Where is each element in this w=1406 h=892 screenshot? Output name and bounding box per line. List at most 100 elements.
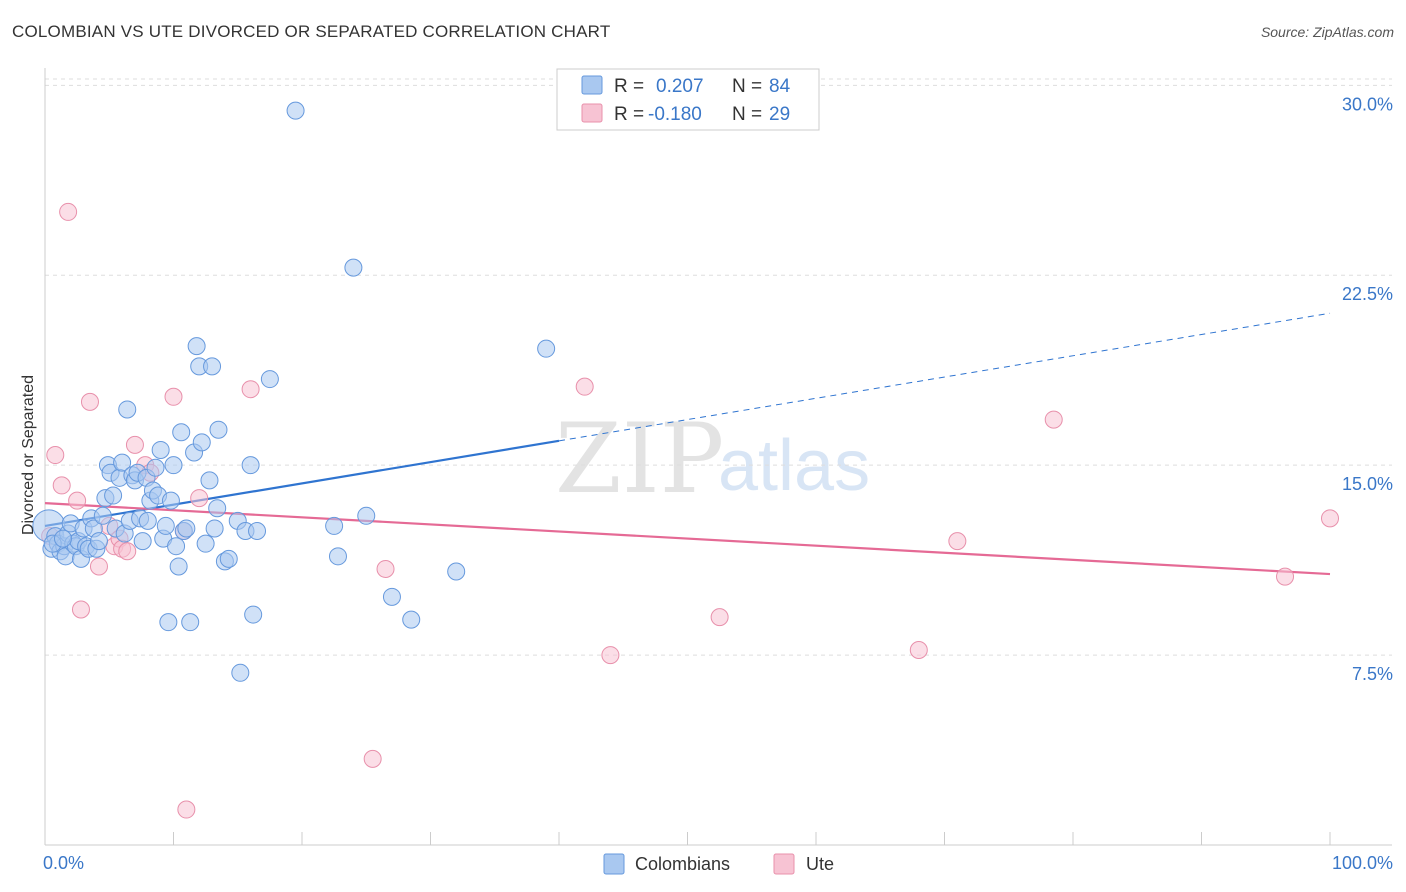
legend-label-colombians: Colombians — [635, 854, 730, 874]
point-colombians — [260, 370, 279, 389]
point-colombians — [203, 357, 222, 376]
point-ute — [125, 435, 144, 454]
point-colombians — [169, 557, 188, 576]
y-tick-label: 15.0% — [1342, 474, 1393, 494]
point-ute — [190, 489, 209, 508]
legend-label-ute: Ute — [806, 854, 834, 874]
trend-lines — [44, 312, 1331, 576]
point-colombians — [151, 440, 170, 459]
point-ute — [1044, 410, 1063, 429]
point-colombians — [537, 339, 556, 358]
point-colombians — [104, 486, 123, 505]
source-label: Source: ZipAtlas.com — [1260, 24, 1394, 40]
point-colombians — [181, 613, 200, 632]
legend-r-label-colombians: R = — [614, 76, 644, 97]
point-colombians — [244, 605, 263, 624]
point-colombians — [208, 499, 227, 518]
point-ute — [80, 392, 99, 411]
chart-title: COLOMBIAN VS UTE DIVORCED OR SEPARATED C… — [12, 22, 611, 41]
y-tick-label: 22.5% — [1342, 284, 1393, 304]
point-colombians — [133, 532, 152, 551]
point-ute — [376, 559, 395, 578]
point-colombians — [402, 610, 421, 629]
point-ute — [710, 608, 729, 627]
point-colombians — [196, 534, 215, 553]
point-colombians — [248, 522, 267, 540]
point-ute — [241, 380, 260, 399]
series-legend: Colombians Ute — [603, 853, 834, 875]
point-colombians — [118, 400, 137, 419]
point-colombians — [200, 471, 219, 490]
point-ute — [363, 749, 382, 768]
point-colombians — [164, 456, 183, 475]
x-tick-label-max: 100.0% — [1332, 853, 1393, 873]
legend-n-value-colombians: 84 — [769, 76, 791, 97]
legend-swatch-colombians-bottom — [603, 853, 625, 875]
point-colombians — [325, 516, 344, 535]
data-points — [32, 101, 1339, 819]
legend-swatch-ute-bottom — [773, 853, 795, 875]
legend-n-label-colombians: N = — [732, 76, 762, 97]
point-ute — [164, 387, 183, 406]
gridlines — [45, 78, 1392, 656]
y-tick-label: 30.0% — [1342, 94, 1393, 114]
point-colombians — [328, 547, 347, 566]
point-colombians — [138, 511, 157, 530]
point-colombians — [241, 456, 260, 475]
legend-n-value-ute: 29 — [769, 104, 790, 125]
point-colombians — [53, 529, 72, 548]
y-axis-title: Divorced or Separated — [20, 375, 37, 535]
legend-r-label-ute: R = — [614, 104, 644, 125]
point-colombians — [382, 587, 401, 606]
x-tick-label-min: 0.0% — [43, 853, 84, 873]
point-colombians — [357, 506, 376, 525]
point-colombians — [167, 537, 186, 556]
point-colombians — [209, 420, 228, 439]
legend-swatch-ute — [581, 103, 603, 123]
watermark-atlas: atlas — [718, 426, 870, 506]
point-ute — [59, 202, 78, 221]
point-ute — [68, 491, 87, 510]
trend-line-colombians-projection — [558, 312, 1331, 442]
point-ute — [575, 377, 594, 396]
point-ute — [71, 600, 90, 619]
point-ute — [948, 532, 967, 551]
point-ute — [909, 641, 928, 660]
point-colombians — [219, 549, 238, 568]
point-colombians — [161, 491, 180, 510]
legend-n-label-ute: N = — [732, 104, 762, 125]
point-colombians — [113, 453, 132, 472]
stats-legend: R = 0.207 N = 84 R = -0.180 N = 29 — [556, 68, 820, 131]
point-colombians — [447, 562, 466, 581]
point-colombians — [344, 258, 363, 277]
legend-swatch-colombians — [581, 75, 603, 95]
point-colombians — [177, 519, 196, 538]
point-colombians — [192, 433, 211, 452]
point-colombians — [231, 663, 250, 682]
point-ute — [46, 446, 65, 465]
point-ute — [1321, 509, 1339, 528]
y-tick-label: 7.5% — [1352, 664, 1393, 684]
point-colombians — [159, 613, 178, 632]
point-colombians — [89, 532, 108, 551]
watermark-zip: ZIP — [555, 403, 724, 515]
point-colombians — [286, 101, 305, 120]
point-ute — [177, 800, 196, 819]
point-colombians — [172, 423, 191, 442]
legend-r-value-ute: -0.180 — [648, 104, 702, 125]
point-ute — [601, 646, 620, 665]
point-ute — [1276, 567, 1295, 586]
tick-labels: 7.5% 15.0% 22.5% 30.0% 0.0% 100.0% — [43, 94, 1393, 873]
point-colombians — [205, 519, 224, 538]
legend-r-value-colombians: 0.207 — [656, 76, 704, 97]
point-ute — [118, 542, 137, 561]
point-colombians — [146, 458, 165, 477]
point-ute — [52, 476, 71, 495]
point-ute — [89, 557, 108, 576]
trend-line-ute — [44, 502, 1331, 576]
point-colombians — [156, 516, 175, 535]
point-colombians — [93, 506, 112, 525]
point-colombians — [187, 337, 206, 356]
trend-line-colombians — [44, 439, 560, 528]
